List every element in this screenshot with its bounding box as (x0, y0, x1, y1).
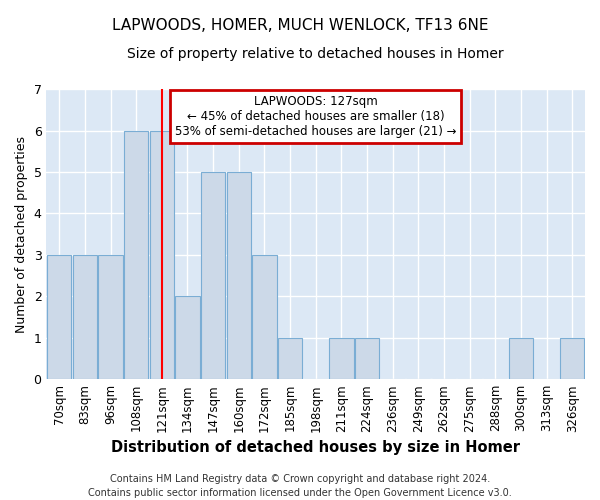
Text: LAPWOODS: 127sqm
← 45% of detached houses are smaller (18)
53% of semi-detached : LAPWOODS: 127sqm ← 45% of detached house… (175, 95, 457, 138)
X-axis label: Distribution of detached houses by size in Homer: Distribution of detached houses by size … (111, 440, 520, 455)
Bar (278, 338, 302, 379)
Bar (201, 172, 226, 379)
Bar (149, 130, 174, 379)
Bar (509, 338, 533, 379)
Bar (47, 255, 71, 379)
Bar (252, 255, 277, 379)
Bar (124, 130, 148, 379)
Title: Size of property relative to detached houses in Homer: Size of property relative to detached ho… (127, 48, 504, 62)
Bar (73, 255, 97, 379)
Bar (329, 338, 353, 379)
Text: Contains HM Land Registry data © Crown copyright and database right 2024.
Contai: Contains HM Land Registry data © Crown c… (88, 474, 512, 498)
Bar (560, 338, 584, 379)
Bar (98, 255, 123, 379)
Bar (227, 172, 251, 379)
Bar (355, 338, 379, 379)
Text: LAPWOODS, HOMER, MUCH WENLOCK, TF13 6NE: LAPWOODS, HOMER, MUCH WENLOCK, TF13 6NE (112, 18, 488, 32)
Bar (175, 296, 200, 379)
Y-axis label: Number of detached properties: Number of detached properties (15, 136, 28, 332)
